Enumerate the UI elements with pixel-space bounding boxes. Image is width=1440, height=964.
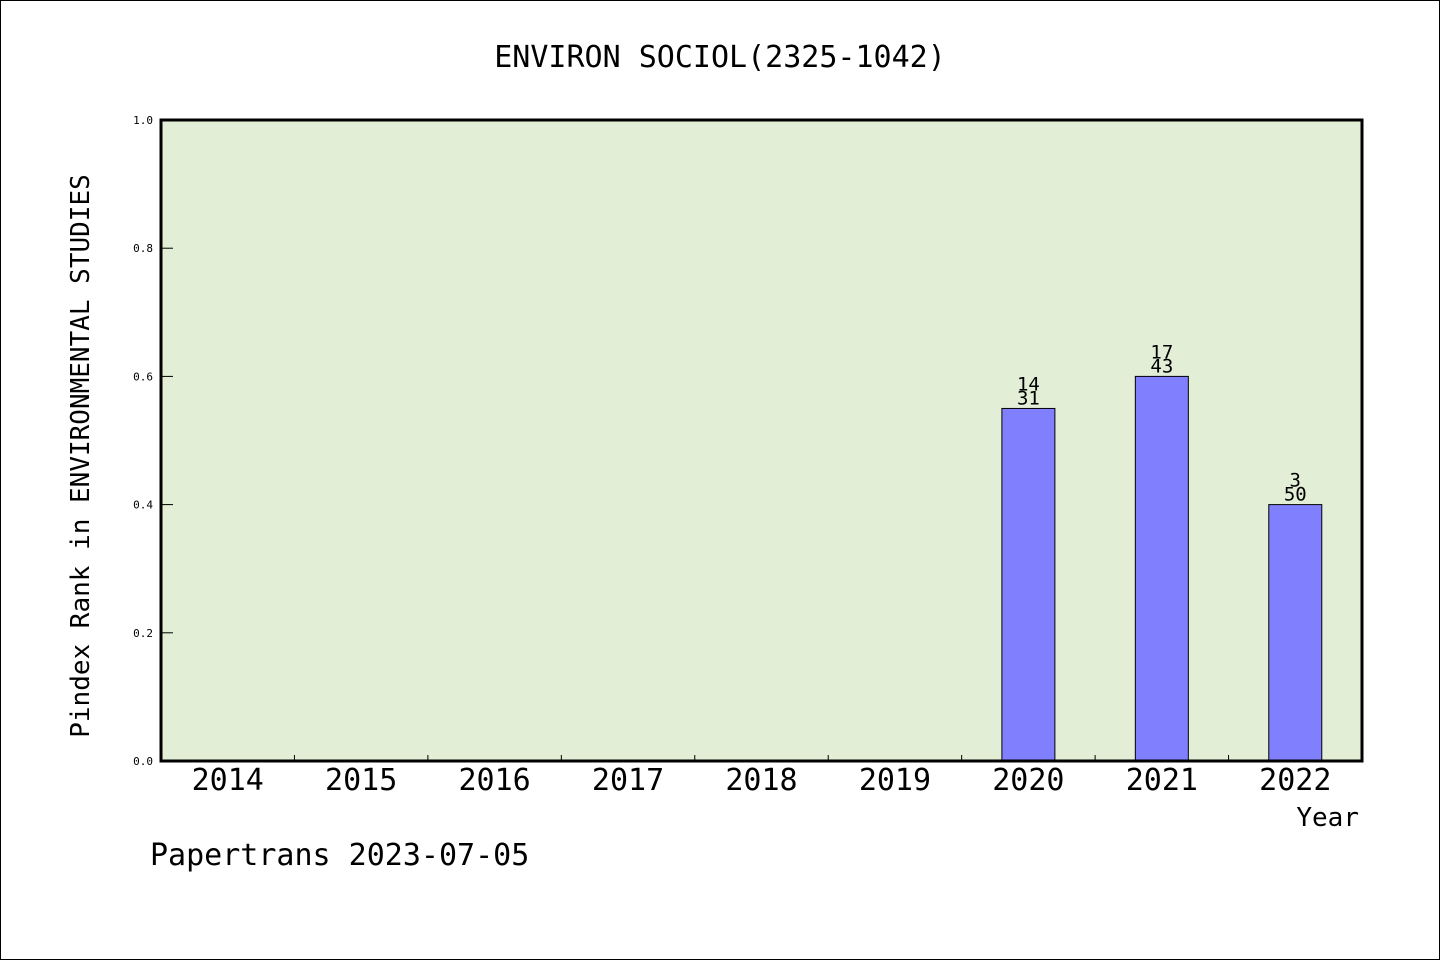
- y-tick-label: 0.4: [133, 499, 153, 512]
- x-tick-label: 2015: [325, 763, 397, 798]
- y-tick-label: 0.2: [133, 627, 153, 640]
- y-tick-label: 0.8: [133, 242, 153, 255]
- chart-title: ENVIRON SOCIOL(2325-1042): [494, 40, 946, 75]
- x-tick-label: 2022: [1259, 763, 1331, 798]
- x-tick-label: 2021: [1126, 763, 1198, 798]
- y-tick-label: 1.0: [133, 114, 153, 127]
- x-axis-label: Year: [1296, 803, 1359, 833]
- bar-2020: [1001, 407, 1056, 762]
- plot-border: [159, 118, 1364, 763]
- x-tick-label: 2020: [992, 763, 1064, 798]
- x-tick-label: 2018: [725, 763, 797, 798]
- credit-text: Papertrans 2023-07-05: [150, 838, 529, 873]
- bar-label-bottom: 50: [1284, 484, 1307, 506]
- bar-label-top: 14: [1017, 373, 1040, 395]
- y-tick-label: 0.0: [133, 755, 153, 768]
- bar-2021: [1134, 375, 1189, 762]
- x-tick-label: 2017: [592, 763, 664, 798]
- y-axis-label: Pindex Rank in ENVIRONMENTAL STUDIES: [66, 174, 96, 738]
- y-tick-label: 0.6: [133, 370, 153, 383]
- x-tick-label: 2014: [192, 763, 264, 798]
- bar-label-bottom: 31: [1017, 387, 1040, 409]
- bar-label-bottom: 43: [1150, 355, 1173, 377]
- x-tick-label: 2019: [859, 763, 931, 798]
- bar-label-top: 3: [1290, 470, 1301, 492]
- bar-2022: [1268, 504, 1323, 762]
- x-tick-label: 2016: [458, 763, 530, 798]
- bar-label-top: 17: [1150, 341, 1173, 363]
